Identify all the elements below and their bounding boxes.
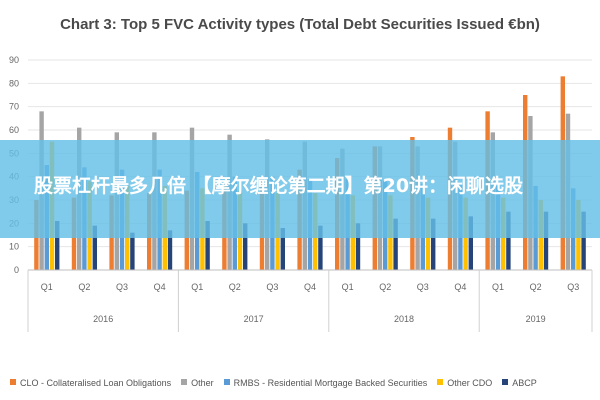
legend-swatch	[223, 379, 230, 385]
bar	[205, 221, 210, 270]
x-tick-label: Q3	[266, 282, 278, 292]
x-tick-label: Q4	[154, 282, 166, 292]
legend-label: Other CDO	[447, 378, 493, 388]
legend-item: Other CDO	[437, 378, 492, 388]
bar	[431, 218, 436, 270]
bar	[468, 216, 473, 270]
bar	[318, 225, 323, 270]
legend-swatch	[181, 379, 188, 385]
legend-item: RMBS - Residential Mortgage Backed Secur…	[223, 378, 428, 388]
x-tick-label: Q4	[304, 282, 316, 292]
x-tick-label: Q3	[567, 282, 579, 292]
overlay-banner	[0, 140, 600, 238]
bar	[355, 223, 361, 270]
x-tick-label: Q2	[379, 282, 391, 292]
bar	[543, 211, 549, 270]
bar	[393, 218, 398, 270]
y-tick-label: 0	[14, 265, 19, 275]
x-tick-label: Q1	[41, 282, 53, 292]
y-tick-label: 80	[9, 78, 19, 88]
y-tick-label: 70	[9, 102, 19, 112]
x-tick-label: Q1	[191, 282, 203, 292]
bar	[280, 228, 285, 270]
x-group-label: 2016	[93, 314, 113, 324]
chart-title: Chart 3: Top 5 FVC Activity types (Total…	[60, 16, 540, 33]
chart-legend: CLO - Collateralised Loan Obligations Oth…	[10, 378, 595, 388]
x-tick-label: Q3	[116, 282, 128, 292]
x-tick-label: Q3	[417, 282, 429, 292]
bar	[92, 225, 97, 270]
legend-swatch	[502, 379, 509, 385]
y-tick-label: 10	[9, 242, 19, 252]
bar	[243, 223, 248, 270]
legend-label: RMBS - Residential Mortgage Backed Secur…	[233, 378, 428, 388]
legend-item: Other	[181, 378, 214, 388]
bar	[581, 211, 586, 270]
legend-label: ABCP	[512, 378, 537, 388]
x-group-label: 2019	[526, 314, 546, 324]
y-tick-label: 90	[9, 55, 19, 65]
bar	[130, 232, 135, 270]
x-tick-label: Q1	[492, 282, 504, 292]
y-tick-label: 60	[9, 125, 19, 135]
bar	[55, 221, 60, 270]
legend-label: CLO - Collateralised Loan Obligations	[20, 378, 172, 388]
x-tick-label: Q1	[342, 282, 354, 292]
legend-swatch	[10, 379, 16, 385]
x-tick-label: Q2	[229, 282, 241, 292]
x-tick-label: Q2	[530, 282, 542, 292]
x-tick-label: Q4	[454, 282, 466, 292]
legend-swatch	[437, 379, 444, 385]
x-group-label: 2018	[394, 314, 414, 324]
legend-label: Other	[191, 378, 214, 388]
legend-item: CLO - Collateralised Loan Obligations	[10, 378, 171, 388]
bar	[167, 230, 173, 270]
overlay-banner-text: 股票杠杆最多几倍 【摩尔缠论第二期】第20讲：闲聊选股	[34, 175, 524, 197]
legend-item: ABCP	[502, 378, 537, 388]
bar	[506, 211, 511, 270]
x-tick-label: Q2	[78, 282, 90, 292]
x-group-label: 2017	[244, 314, 264, 324]
